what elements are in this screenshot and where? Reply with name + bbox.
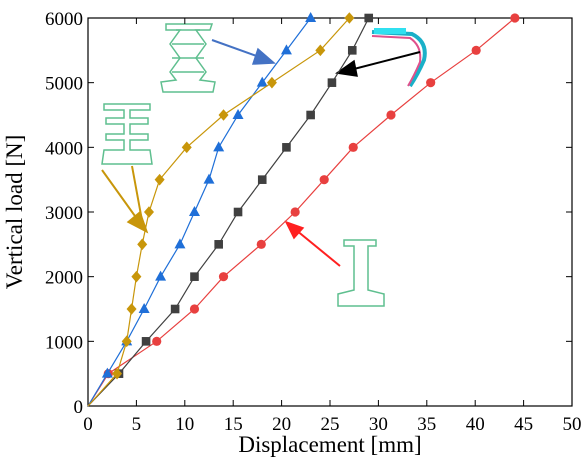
y-tick-label: 6000 (45, 9, 83, 30)
point (190, 272, 199, 281)
y-tick-label: 3000 (45, 203, 83, 224)
point (386, 110, 395, 119)
point (122, 336, 132, 348)
x-tick-label: 30 (369, 414, 388, 435)
point (234, 208, 243, 217)
point (328, 78, 337, 87)
point (152, 337, 161, 346)
point (267, 77, 277, 89)
series-line (88, 18, 349, 406)
point (219, 272, 228, 281)
point (213, 141, 224, 151)
point (137, 239, 147, 251)
series-line (88, 18, 369, 406)
point (320, 175, 329, 184)
point (349, 143, 358, 152)
series (88, 12, 354, 406)
point (174, 238, 185, 248)
point (214, 240, 223, 249)
point (204, 174, 215, 184)
series-line (88, 18, 311, 406)
annotations (102, 24, 425, 306)
point (127, 303, 137, 315)
x-tick-label: 45 (514, 414, 533, 435)
point (189, 206, 200, 216)
point (190, 304, 199, 313)
point (257, 240, 266, 249)
point (258, 175, 267, 184)
point (139, 303, 150, 313)
chart: Displacement [mm] Vertical load [N] 0 5 10… (0, 0, 587, 464)
x-tick-label: 15 (224, 414, 243, 435)
y-tick-label: 2000 (45, 268, 83, 289)
y-tick-label: 1000 (45, 332, 83, 353)
point (426, 78, 435, 87)
point (155, 271, 166, 281)
x-tick-label: 50 (563, 414, 582, 435)
x-tick-label: 40 (466, 414, 485, 435)
point (364, 14, 373, 23)
point (171, 305, 180, 314)
point (348, 46, 357, 55)
point (306, 111, 315, 120)
series (88, 12, 316, 406)
x-tick-label: 10 (175, 414, 194, 435)
point (282, 143, 291, 152)
point (142, 337, 151, 346)
y-axis-label: Vertical load [N] (2, 135, 27, 290)
x-tick-label: 5 (132, 414, 142, 435)
point (510, 13, 519, 22)
point (305, 12, 316, 22)
y-tick-label: 0 (74, 397, 84, 418)
point (472, 46, 481, 55)
y-tick-label: 5000 (45, 74, 83, 95)
x-tick-label: 25 (321, 414, 340, 435)
point (131, 271, 141, 283)
x-tick-label: 35 (417, 414, 436, 435)
point (144, 206, 154, 218)
series (88, 13, 519, 406)
plot-frame (88, 18, 572, 406)
y-tick-label: 4000 (45, 138, 83, 159)
x-axis-label: Displacement [mm] (238, 432, 421, 457)
x-tick-label: 0 (83, 414, 93, 435)
point (291, 207, 300, 216)
x-tick-label: 20 (272, 414, 291, 435)
point (219, 109, 229, 121)
